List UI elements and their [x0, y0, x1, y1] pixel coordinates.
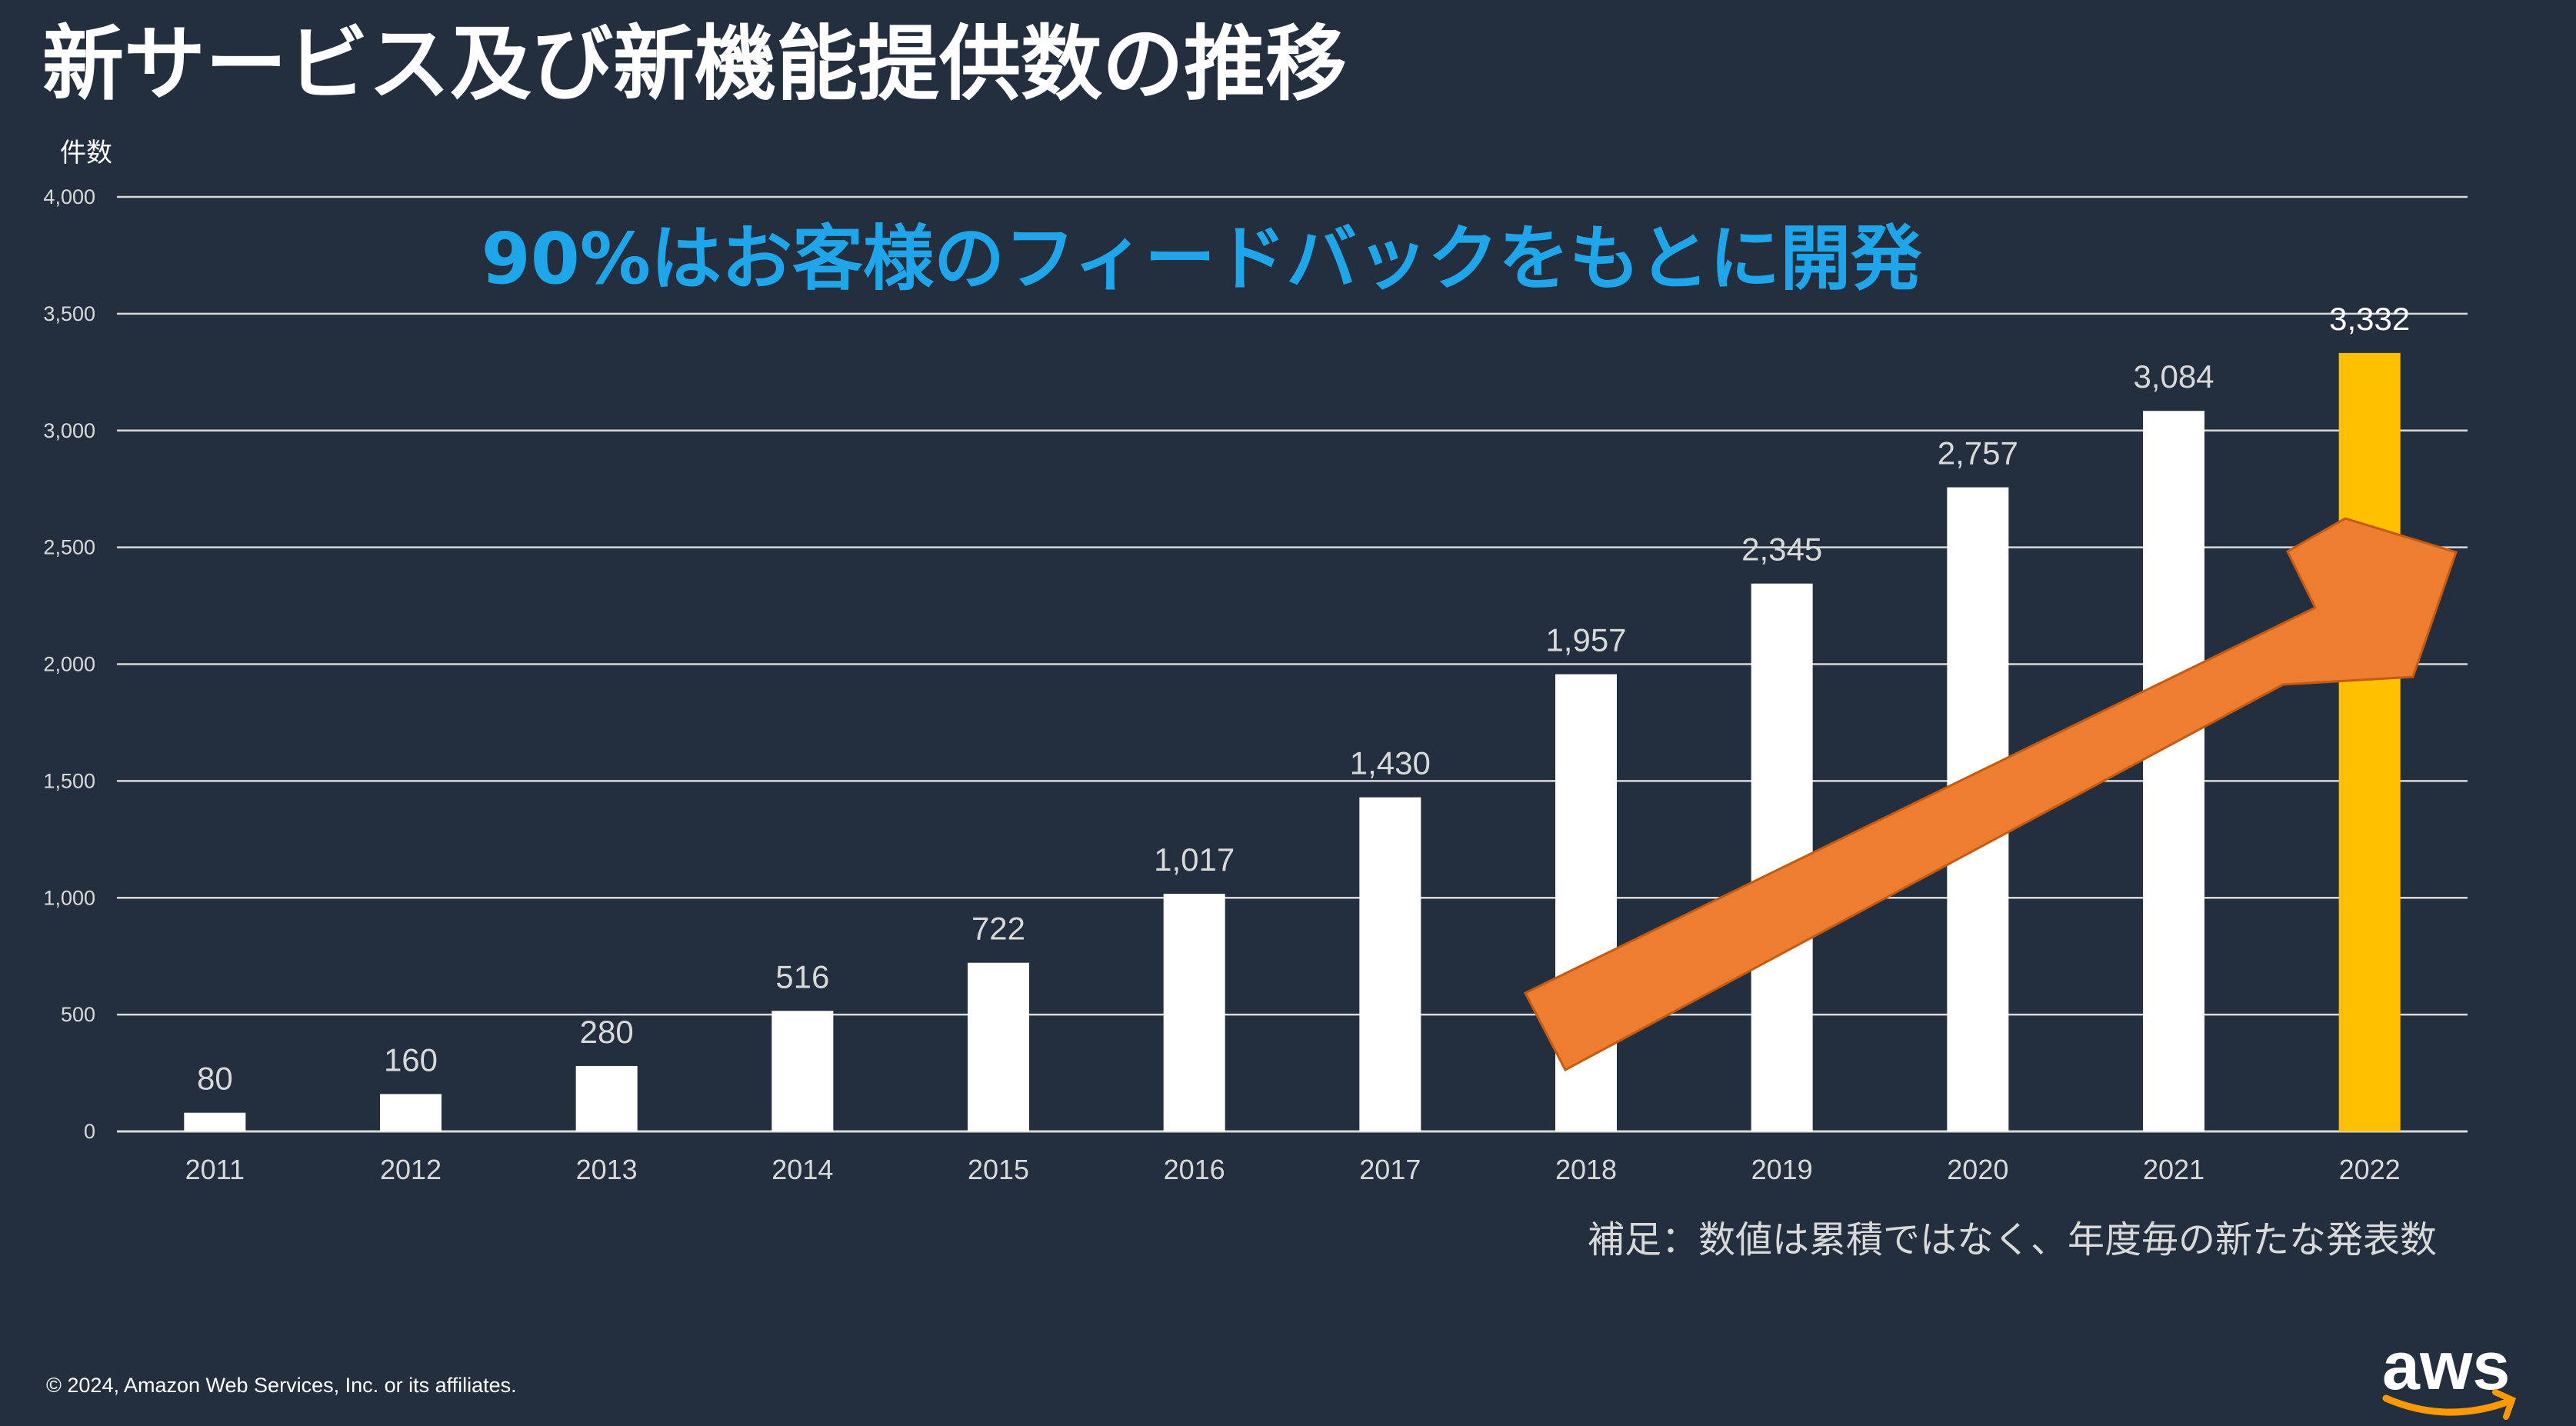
x-tick-label-2015: 2015 [968, 1154, 1029, 1185]
x-tick-label-2017: 2017 [1359, 1154, 1421, 1185]
data-label-2011: 80 [197, 1061, 233, 1097]
labels: 80 2011 160 2012 280 2013 516 2014 722 2015 1,017 2… [185, 301, 2411, 1185]
trend-arrow-shape [1523, 517, 2458, 1072]
y-axis-label: 件数 [60, 138, 112, 168]
data-label-2017: 1,430 [1350, 745, 1431, 781]
aws-smile-icon [2382, 1394, 2513, 1416]
bar-2021 [2143, 411, 2204, 1131]
page-title: 新サービス及び新機能提供数の推移 [42, 17, 1347, 112]
data-label-2021: 3,084 [2133, 358, 2214, 395]
footnote: 補足：数値は累積ではなく、年度毎の新たな発表数 [1588, 1218, 2437, 1261]
bar-2012 [380, 1094, 442, 1131]
data-label-2015: 722 [971, 911, 1025, 947]
data-label-2019: 2,345 [1741, 531, 1822, 568]
data-label-2018: 1,957 [1545, 622, 1626, 658]
bar-2011 [184, 1112, 246, 1131]
y-tick-label: 1,500 [43, 769, 95, 792]
y-tick-label: 500 [61, 1003, 95, 1026]
bar-2013 [575, 1065, 638, 1131]
bar-2016 [1163, 894, 1225, 1131]
x-tick-label-2018: 2018 [1555, 1154, 1617, 1185]
bars [184, 352, 2401, 1131]
x-tick-label-2013: 2013 [576, 1154, 638, 1185]
bar-2017 [1359, 797, 1421, 1131]
y-tick-label: 3,500 [43, 302, 95, 325]
x-tick-label-2012: 2012 [380, 1154, 442, 1185]
data-label-2016: 1,017 [1154, 841, 1235, 878]
y-tick-label: 3,000 [43, 419, 95, 442]
bar-2022 [2338, 352, 2401, 1131]
x-tick-label-2016: 2016 [1164, 1154, 1225, 1185]
bar-2014 [771, 1011, 834, 1131]
aws-arrowhead-icon [2492, 1389, 2517, 1420]
data-label-2020: 2,757 [1938, 435, 2018, 471]
headline: 90%はお客様のフィードバックをもとに開発 [482, 218, 1923, 300]
copyright: © 2024, Amazon Web Services, Inc. or its… [46, 1374, 517, 1397]
gridlines: 0 500 1,000 1,500 2,000 2,500 3,000 3,500 4,000 [43, 185, 2468, 1143]
bar-2015 [968, 962, 1029, 1131]
data-label-2013: 280 [580, 1014, 634, 1050]
x-tick-label-2021: 2021 [2143, 1154, 2204, 1185]
x-tick-label-2014: 2014 [771, 1154, 833, 1185]
y-tick-label: 2,000 [43, 653, 95, 676]
aws-logo: aws [2382, 1328, 2510, 1404]
data-label-2012: 160 [384, 1041, 438, 1078]
trend-arrow [1523, 517, 2458, 1072]
data-label-2014: 516 [775, 958, 829, 995]
y-tick-label: 1,000 [43, 886, 95, 909]
y-tick-label: 4,000 [43, 185, 95, 208]
x-tick-label-2019: 2019 [1751, 1154, 1813, 1185]
y-tick-label: 2,500 [43, 536, 95, 559]
data-label-2022: 3,332 [2329, 301, 2410, 337]
y-tick-label: 0 [84, 1120, 95, 1143]
x-tick-label-2011: 2011 [185, 1154, 245, 1185]
slide-text: 件数 新サービス及び新機能提供数の推移 90%はお客様のフィードバックをもとに開発補… [42, 17, 2517, 1420]
x-tick-label-2020: 2020 [1947, 1154, 2008, 1185]
x-tick-label-2022: 2022 [2339, 1154, 2401, 1185]
